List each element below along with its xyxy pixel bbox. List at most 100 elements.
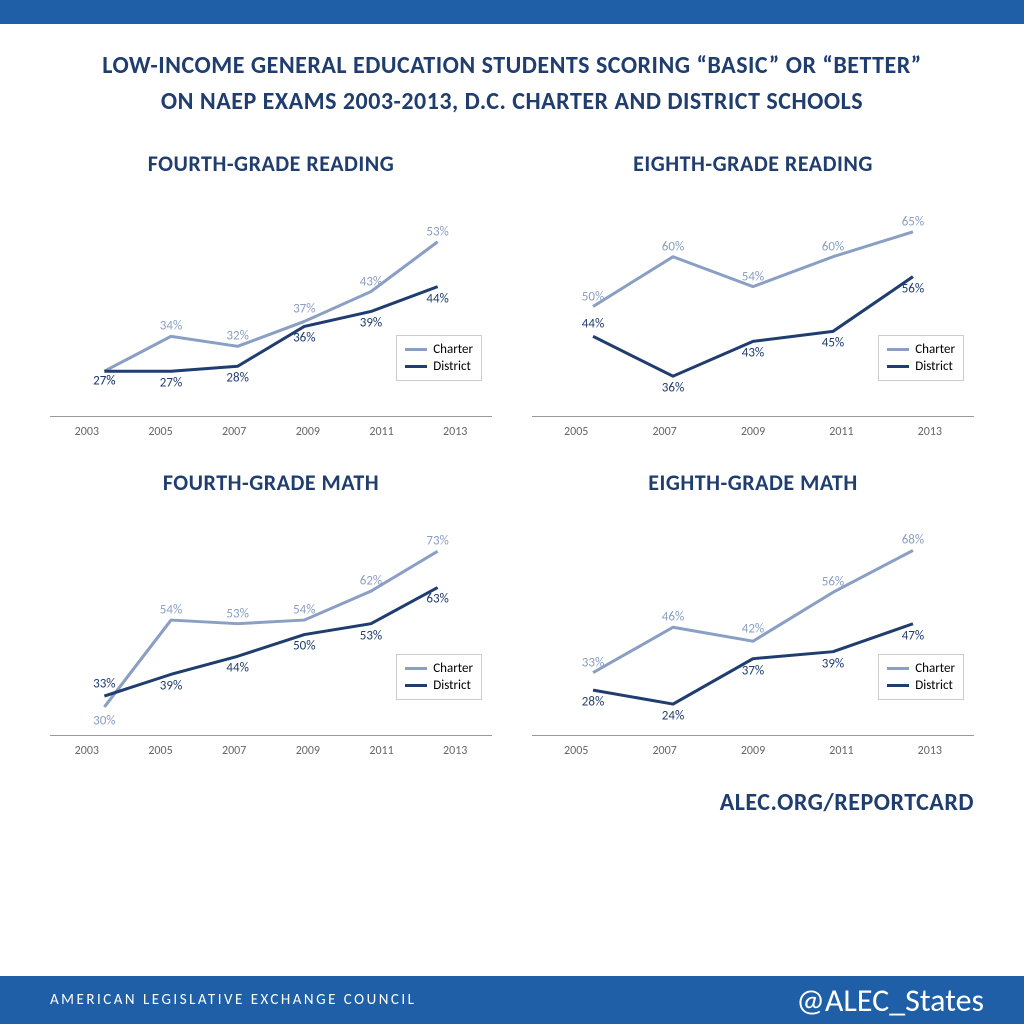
social-handle: @ALEC_States: [796, 981, 984, 1020]
data-point-label: 50%: [293, 639, 315, 654]
data-point-label: 30%: [93, 713, 115, 728]
data-point-label: 36%: [293, 331, 315, 346]
data-point-label: 37%: [293, 302, 315, 317]
legend-swatch: [405, 365, 427, 368]
legend-label: District: [915, 678, 953, 693]
data-point-label: 39%: [360, 316, 382, 331]
legend-item: District: [887, 359, 955, 374]
legend: Charter District: [878, 654, 964, 700]
data-point-label: 45%: [822, 336, 844, 351]
chart-area: 30%54%53%54%62%73%33%39%44%50%53%63%Char…: [50, 516, 492, 736]
x-tick: 2007: [197, 744, 271, 758]
x-tick: 2013: [418, 425, 492, 439]
data-point-label: 65%: [902, 214, 924, 229]
top-accent-bar: [0, 0, 1024, 24]
data-point-label: 43%: [360, 274, 382, 289]
data-point-label: 50%: [582, 289, 604, 304]
legend-swatch: [887, 348, 909, 351]
legend: Charter District: [396, 654, 482, 700]
x-tick: 2003: [50, 425, 124, 439]
x-axis: 20052007200920112013: [532, 736, 974, 758]
x-tick: 2013: [886, 744, 974, 758]
legend-item: Charter: [405, 661, 473, 676]
data-point-label: 43%: [742, 346, 764, 361]
x-tick: 2011: [345, 425, 419, 439]
data-point-label: 60%: [662, 239, 684, 254]
legend-item: District: [887, 678, 955, 693]
legend-swatch: [405, 667, 427, 670]
x-tick: 2005: [532, 425, 620, 439]
data-point-label: 47%: [902, 628, 924, 643]
chart-area: 27%34%32%37%43%53%27%27%28%36%39%44%Char…: [50, 197, 492, 417]
data-point-label: 37%: [742, 663, 764, 678]
data-point-label: 53%: [426, 224, 448, 239]
data-point-label: 53%: [226, 606, 248, 621]
legend-label: Charter: [433, 342, 473, 357]
data-point-label: 44%: [582, 317, 604, 332]
chart-title: EIGHTH-GRADE READING: [532, 150, 974, 177]
chart-svg: [532, 197, 974, 416]
legend-label: District: [433, 678, 471, 693]
legend-item: Charter: [887, 342, 955, 357]
legend-label: Charter: [433, 661, 473, 676]
legend-label: Charter: [915, 342, 955, 357]
legend: Charter District: [878, 335, 964, 381]
x-tick: 2009: [709, 744, 797, 758]
data-point-label: 44%: [426, 291, 448, 306]
data-point-label: 24%: [662, 709, 684, 724]
legend-label: Charter: [915, 661, 955, 676]
data-point-label: 33%: [93, 677, 115, 692]
data-point-label: 54%: [742, 269, 764, 284]
legend-label: District: [915, 359, 953, 374]
legend-swatch: [887, 667, 909, 670]
x-tick: 2005: [124, 744, 198, 758]
legend-item: Charter: [887, 661, 955, 676]
data-point-label: 54%: [293, 603, 315, 618]
legend-swatch: [887, 365, 909, 368]
title-line-2: ON NAEP EXAMS 2003-2013, D.C. CHARTER AN…: [40, 84, 984, 120]
chart-panel: EIGHTH-GRADE READING 50% 60% 54% 60% 65% 44% 36…: [532, 150, 974, 439]
footer-url: ALEC.ORG/REPORTCARD: [0, 778, 1024, 823]
chart-area: 50%60%54%60%65%44%36%43%45%56%CharterDis…: [532, 197, 974, 417]
chart-area: 33%46%42%56%68%28%24%37%39%47%CharterDis…: [532, 516, 974, 736]
data-point-label: 62%: [360, 574, 382, 589]
chart-panel: FOURTH-GRADE MATH30%54%53%54%62%73%33%39…: [50, 469, 492, 758]
x-tick: 2009: [271, 744, 345, 758]
chart-panel: FOURTH-GRADE READING 27% 34% 32% 37% 43% 53% 27…: [50, 150, 492, 439]
legend-item: District: [405, 359, 473, 374]
data-point-label: 27%: [160, 376, 182, 391]
chart-title: FOURTH-GRADE READING: [50, 150, 492, 177]
x-tick: 2007: [620, 425, 708, 439]
data-point-label: 53%: [360, 628, 382, 643]
x-tick: 2007: [620, 744, 708, 758]
chart-panel: EIGHTH-GRADE MATH33%46%42%56%68%28%24%37…: [532, 469, 974, 758]
data-point-label: 56%: [822, 575, 844, 590]
legend-item: Charter: [405, 342, 473, 357]
data-point-label: 27%: [93, 374, 115, 389]
chart-svg: [50, 516, 492, 735]
x-tick: 2007: [197, 425, 271, 439]
bottom-bar: AMERICAN LEGISLATIVE EXCHANGE COUNCIL @A…: [0, 976, 1024, 1024]
data-point-label: 28%: [582, 695, 604, 710]
x-tick: 2013: [886, 425, 974, 439]
data-point-label: 54%: [160, 603, 182, 618]
x-tick: 2009: [271, 425, 345, 439]
legend: Charter District: [396, 335, 482, 381]
chart-title: EIGHTH-GRADE MATH: [532, 469, 974, 496]
x-tick: 2011: [797, 744, 885, 758]
data-point-label: 46%: [662, 610, 684, 625]
data-point-label: 73%: [426, 534, 448, 549]
chart-title: FOURTH-GRADE MATH: [50, 469, 492, 496]
org-name: AMERICAN LEGISLATIVE EXCHANGE COUNCIL: [50, 991, 416, 1009]
x-tick: 2011: [797, 425, 885, 439]
title-line-1: LOW-INCOME GENERAL EDUCATION STUDENTS SC…: [40, 48, 984, 84]
data-point-label: 33%: [582, 655, 604, 670]
data-point-label: 34%: [160, 319, 182, 334]
data-point-label: 39%: [822, 656, 844, 671]
data-point-label: 60%: [822, 239, 844, 254]
legend-label: District: [433, 359, 471, 374]
data-point-label: 36%: [662, 381, 684, 396]
x-tick: 2003: [50, 744, 124, 758]
x-axis: 200320052007200920112013: [50, 417, 492, 439]
data-point-label: 32%: [226, 329, 248, 344]
